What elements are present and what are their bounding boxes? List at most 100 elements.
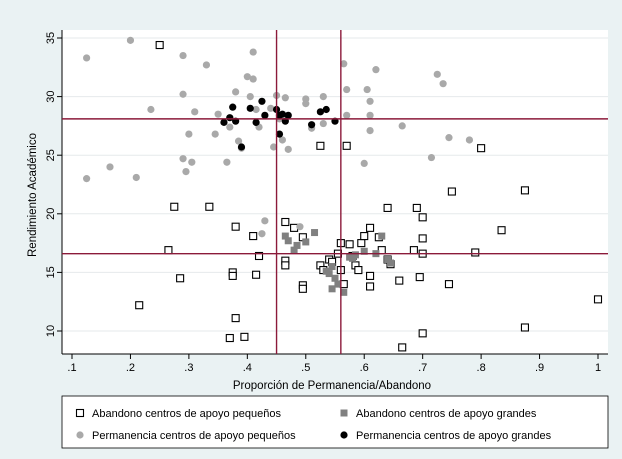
legend-label: Abandono centros de apoyo pequeños	[92, 408, 281, 420]
data-point	[354, 266, 363, 275]
data-point	[334, 280, 342, 288]
data-point	[433, 70, 441, 78]
data-point	[412, 203, 421, 212]
data-point	[126, 36, 135, 44]
reference-lines	[62, 30, 608, 354]
data-point	[252, 118, 260, 126]
data-point	[284, 237, 292, 245]
data-point	[278, 136, 286, 144]
legend-box	[61, 395, 609, 449]
data-point	[246, 93, 254, 101]
data-point	[398, 122, 406, 130]
legend-item: Abandono centros de apoyo grandes	[340, 408, 537, 420]
data-point	[176, 274, 185, 283]
data-point	[465, 136, 474, 144]
data-point	[357, 239, 366, 248]
grid-lines	[62, 37, 608, 332]
data-point	[281, 232, 289, 240]
data-point	[520, 323, 529, 332]
data-point	[325, 270, 333, 278]
data-point	[378, 232, 386, 240]
data-point	[211, 130, 219, 138]
x-axis-label: Proporción de Permanencia/Abandono	[233, 380, 431, 392]
data-point	[298, 284, 307, 293]
data-point	[267, 104, 275, 112]
data-point	[240, 332, 249, 341]
data-point	[214, 110, 222, 118]
data-point	[281, 217, 290, 227]
data-point	[477, 144, 486, 153]
y-tick-label: 35	[45, 32, 57, 44]
legend-item: Permanencia centros de apoyo pequeños	[76, 430, 296, 442]
y-axis-label: Rendimiento Académico	[27, 133, 39, 257]
data-point	[249, 48, 257, 56]
data-point	[249, 232, 258, 241]
data-point	[360, 232, 369, 241]
data-point	[232, 88, 240, 96]
data-point	[261, 217, 269, 225]
data-point	[316, 108, 324, 116]
data-point	[252, 270, 261, 279]
data-point	[249, 75, 257, 83]
data-point	[427, 153, 436, 162]
x-tick-label: .1	[67, 362, 76, 374]
data-point	[231, 314, 240, 323]
data-point	[447, 187, 456, 196]
y-tick-label: 10	[45, 325, 57, 337]
legend-marker	[76, 431, 84, 439]
data-point	[220, 118, 228, 126]
data-point	[191, 108, 199, 116]
legend-item: Permanencia centros de apoyo grandes	[340, 430, 552, 442]
data-point	[164, 246, 173, 255]
data-point	[202, 61, 211, 69]
data-point	[340, 288, 348, 296]
data-point	[258, 230, 266, 238]
data-point	[284, 145, 292, 153]
data-point	[349, 254, 357, 262]
data-point	[231, 222, 240, 231]
x-tick-label: .4	[243, 362, 252, 374]
data-point	[83, 54, 91, 62]
x-tick-label: 1	[595, 362, 601, 374]
data-point	[308, 121, 316, 129]
data-point	[243, 73, 251, 81]
y-tick-label: 15	[45, 266, 57, 278]
y-tick-label: 25	[45, 149, 57, 161]
data-point	[284, 111, 292, 119]
data-point	[132, 173, 140, 182]
data-point	[444, 280, 454, 289]
data-point	[383, 203, 392, 212]
data-point	[258, 97, 266, 105]
data-point	[147, 105, 155, 114]
legend-marker	[340, 409, 348, 417]
data-point	[179, 155, 187, 163]
data-point	[328, 285, 336, 293]
data-point	[360, 159, 368, 168]
data-point	[188, 158, 196, 166]
data-point	[316, 141, 325, 150]
data-point	[418, 213, 427, 222]
data-point	[302, 100, 310, 108]
data-point	[520, 186, 529, 195]
data-point	[445, 134, 453, 142]
data-point	[270, 143, 278, 151]
y-tick-label: 30	[45, 90, 57, 102]
x-tick-label: .7	[418, 362, 427, 374]
data-point	[237, 143, 246, 151]
data-point	[471, 248, 480, 257]
data-point	[319, 119, 327, 128]
legend-marker	[340, 431, 348, 439]
y-tick-label: 20	[45, 208, 57, 220]
data-point	[409, 246, 418, 255]
data-point	[363, 85, 371, 94]
data-point	[439, 80, 447, 88]
data-point	[366, 111, 374, 119]
data-point	[205, 202, 214, 211]
data-point	[372, 66, 380, 74]
data-point	[281, 261, 290, 270]
data-point	[225, 333, 234, 343]
data-point	[229, 103, 237, 111]
series-2	[281, 229, 395, 296]
legend-marker	[75, 408, 85, 418]
